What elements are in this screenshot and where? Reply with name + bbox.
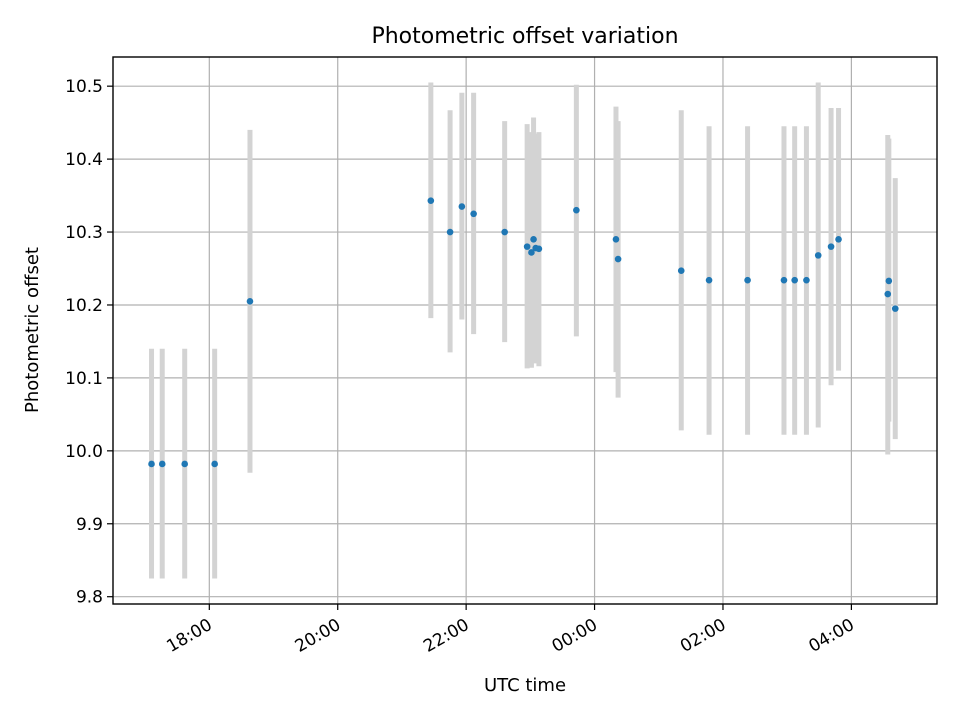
data-point bbox=[181, 460, 188, 468]
y-tick-label: 10.5 bbox=[65, 77, 103, 97]
data-point bbox=[530, 236, 537, 243]
y-axis-ticks: 9.8 9.9 10.0 10.1 10.2 10.3 10.4 10.5 bbox=[65, 77, 113, 608]
x-axis-label: UTC time bbox=[484, 675, 566, 696]
y-axis-label: Photometric offset bbox=[22, 247, 43, 413]
data-point bbox=[791, 276, 798, 284]
data-point bbox=[148, 460, 155, 468]
data-points bbox=[148, 197, 899, 468]
data-point bbox=[677, 267, 685, 274]
x-axis-ticks: 18:00 20:00 22:00 00:00 02:00 04:00 bbox=[163, 604, 858, 657]
data-point bbox=[523, 243, 531, 250]
x-tick-label: 04:00 bbox=[805, 615, 857, 657]
data-point bbox=[780, 276, 788, 284]
y-tick-label: 10.3 bbox=[65, 223, 103, 243]
plot-frame bbox=[112, 56, 938, 605]
data-point bbox=[884, 290, 892, 298]
data-point bbox=[614, 255, 622, 263]
y-tick-label: 9.8 bbox=[76, 588, 103, 608]
data-point bbox=[158, 460, 166, 468]
x-tick-label: 02:00 bbox=[677, 615, 729, 657]
data-point bbox=[446, 228, 454, 236]
data-point bbox=[885, 277, 893, 285]
data-point bbox=[573, 206, 580, 214]
data-point bbox=[891, 305, 899, 312]
data-point bbox=[814, 252, 822, 259]
data-point bbox=[501, 228, 508, 236]
x-tick-label: 22:00 bbox=[420, 615, 472, 657]
data-point bbox=[211, 460, 218, 468]
data-point bbox=[803, 276, 810, 284]
y-tick-label: 10.2 bbox=[65, 296, 103, 316]
data-point bbox=[246, 298, 254, 305]
data-point bbox=[612, 236, 620, 243]
y-tick-label: 9.9 bbox=[76, 515, 103, 535]
x-tick-label: 20:00 bbox=[292, 615, 344, 657]
y-tick-label: 10.4 bbox=[65, 150, 103, 170]
data-point bbox=[470, 210, 477, 218]
data-point bbox=[427, 197, 435, 204]
data-point bbox=[744, 276, 751, 284]
y-tick-label: 10.0 bbox=[65, 442, 103, 462]
y-tick-label: 10.1 bbox=[65, 369, 103, 389]
error-bars bbox=[149, 82, 898, 579]
data-point bbox=[835, 236, 842, 243]
x-tick-label: 18:00 bbox=[163, 615, 215, 657]
data-point bbox=[458, 203, 466, 210]
chart-title: Photometric offset variation bbox=[371, 24, 678, 49]
x-tick-label: 00:00 bbox=[549, 615, 601, 657]
data-point bbox=[705, 276, 713, 284]
data-point bbox=[528, 249, 535, 256]
data-point bbox=[827, 243, 835, 250]
data-point bbox=[535, 245, 543, 253]
